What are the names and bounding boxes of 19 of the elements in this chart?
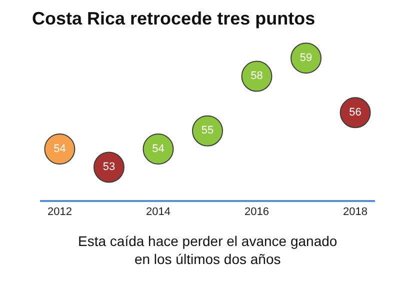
data-label: 55 xyxy=(201,124,214,137)
data-label: 54 xyxy=(152,142,164,155)
point xyxy=(44,134,76,165)
x-tick-label: 2016 xyxy=(244,206,269,218)
point xyxy=(142,134,174,165)
data-label: 59 xyxy=(300,52,312,64)
point xyxy=(340,97,371,128)
data-label: 58 xyxy=(250,70,263,82)
point xyxy=(241,60,272,92)
data-label: 56 xyxy=(349,106,362,118)
data-label: 53 xyxy=(102,161,116,173)
point xyxy=(93,152,124,183)
point xyxy=(290,42,322,74)
text: Esta caída hace perder el avance ganado en los últimos dos años xyxy=(78,233,338,268)
x-tick-label: 2012 xyxy=(47,206,72,218)
data-label: 54 xyxy=(54,142,66,155)
x-tick-label: 2018 xyxy=(343,206,368,218)
chart-title: Costa Rica retrocede tres puntos xyxy=(32,8,316,29)
x-tick-label: 2014 xyxy=(146,206,170,218)
